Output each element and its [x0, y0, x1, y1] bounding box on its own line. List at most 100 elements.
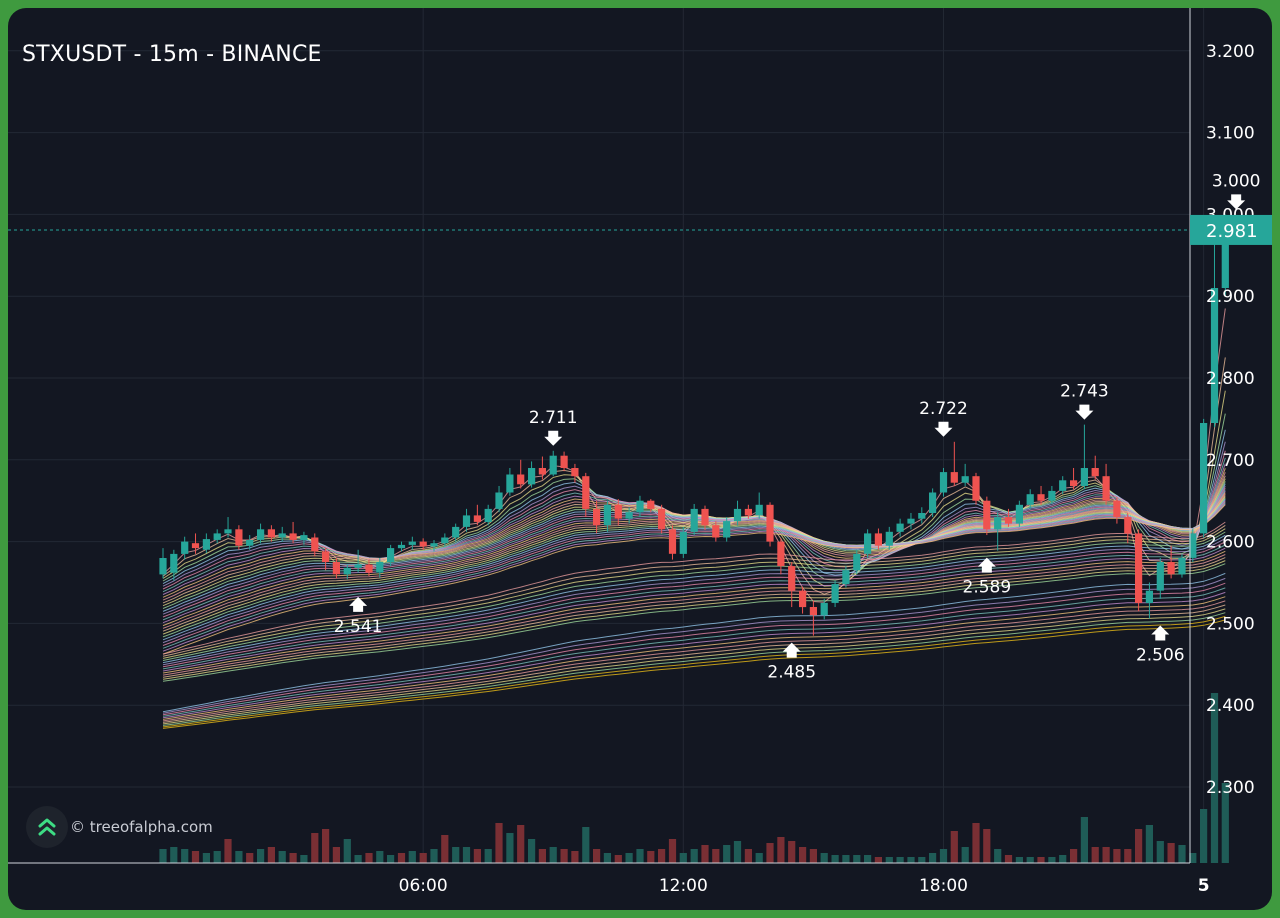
ma-line — [162, 600, 1226, 722]
volume-bar — [1167, 843, 1175, 863]
candle-body — [929, 492, 937, 513]
ma-line — [162, 544, 1226, 670]
ma-line — [162, 587, 1226, 717]
candle-body — [788, 566, 796, 591]
volume-bar — [343, 839, 351, 863]
volume-bar — [397, 853, 406, 863]
volume-bar — [733, 841, 742, 863]
candle-body — [842, 570, 850, 585]
ma-line — [162, 563, 1226, 682]
volume-bar — [365, 853, 373, 863]
volume-bar — [625, 853, 633, 863]
x-tick-label: 5 — [1198, 876, 1210, 896]
candle-body — [582, 476, 590, 509]
candle-body — [820, 602, 828, 616]
ma-line — [162, 541, 1226, 668]
volume-bar — [1189, 853, 1197, 863]
volume-bar — [202, 853, 210, 863]
candle-body — [191, 543, 200, 549]
candle-body — [1070, 480, 1078, 486]
candle-body — [647, 500, 655, 509]
volume-bar — [1037, 857, 1045, 863]
ma-line — [162, 577, 1226, 714]
volume-bar — [246, 853, 254, 863]
candle-body — [1178, 558, 1186, 575]
volume-bar — [636, 849, 644, 863]
candle-body — [1080, 468, 1088, 486]
y-tick-label: 2.800 — [1206, 369, 1255, 389]
volume-bar — [744, 849, 752, 863]
candle-body — [918, 513, 926, 519]
volume-bar — [257, 849, 265, 863]
volume-bar — [560, 849, 568, 863]
volume-bar — [603, 853, 611, 863]
volume-bar — [387, 855, 395, 863]
tree-of-alpha-logo-icon — [26, 806, 68, 848]
volume-bar — [777, 837, 785, 863]
volume-bar — [842, 855, 850, 863]
candle-body — [896, 523, 904, 532]
volume-bar — [939, 849, 948, 863]
volume-bar — [235, 851, 243, 863]
volume-bar — [1004, 855, 1013, 863]
candle-body — [636, 500, 644, 513]
ma-line — [162, 550, 1226, 674]
candle-body — [560, 455, 568, 468]
candle-body — [809, 607, 817, 616]
candle-body — [1221, 229, 1229, 288]
volume-bar — [1156, 841, 1164, 863]
volume-bar — [690, 849, 698, 863]
ma-line — [162, 612, 1226, 726]
candle-body — [267, 529, 275, 538]
ma-line — [162, 547, 1226, 672]
ma-line — [162, 560, 1226, 680]
candle-body — [853, 553, 861, 571]
volume-bar — [723, 845, 731, 863]
ma-line — [162, 521, 1226, 655]
candle-body — [278, 533, 286, 538]
volume-bar — [1221, 783, 1229, 863]
candle-body — [799, 590, 807, 608]
volume-bar — [571, 851, 579, 863]
y-tick-label: 2.700 — [1206, 451, 1255, 471]
x-tick-label: 18:00 — [919, 876, 968, 896]
candle-body — [517, 474, 525, 485]
candle-body — [701, 508, 709, 526]
candle-body — [462, 515, 471, 527]
candle-body — [1156, 562, 1164, 591]
candle-body — [679, 531, 687, 554]
x-tick-label: 12:00 — [659, 876, 708, 896]
candle-body — [625, 512, 633, 519]
candle-body — [473, 515, 481, 522]
volume-bar — [181, 849, 189, 863]
candle-body — [495, 492, 503, 509]
volume-bar — [1124, 849, 1132, 863]
current-price-label: 2.981 — [1206, 221, 1258, 242]
candles — [159, 214, 1229, 636]
candle-body — [1004, 517, 1013, 524]
ma-line — [162, 504, 1226, 655]
candle-body — [744, 508, 752, 516]
volume-bar — [961, 847, 969, 863]
volume-bar — [322, 829, 330, 863]
candle-body — [831, 584, 839, 603]
grid — [8, 8, 1205, 863]
candle-body — [950, 472, 958, 483]
candlestick-chart[interactable]: 2.541 2.711 2.485 2.722 2.589 2.743 3.000 2.506… — [8, 8, 1272, 910]
price-annotations: 2.541 2.711 2.485 2.722 2.589 2.743 3.000 2.506 — [334, 171, 1261, 682]
volume-bar — [441, 835, 449, 863]
candle-body — [441, 537, 449, 544]
y-tick-label: 2.600 — [1206, 533, 1255, 553]
candle-body — [766, 504, 774, 542]
volume-bar — [766, 843, 774, 863]
candle-body — [1145, 590, 1153, 603]
volume-bar — [614, 855, 622, 863]
ma-line — [162, 582, 1226, 716]
volume-bar — [788, 841, 796, 863]
volume-bar — [1102, 847, 1110, 863]
volume-bar — [918, 857, 926, 863]
up-arrow-icon — [349, 596, 368, 612]
volume-bar — [462, 847, 471, 863]
candle-body — [723, 521, 731, 538]
candle-body — [430, 543, 438, 547]
